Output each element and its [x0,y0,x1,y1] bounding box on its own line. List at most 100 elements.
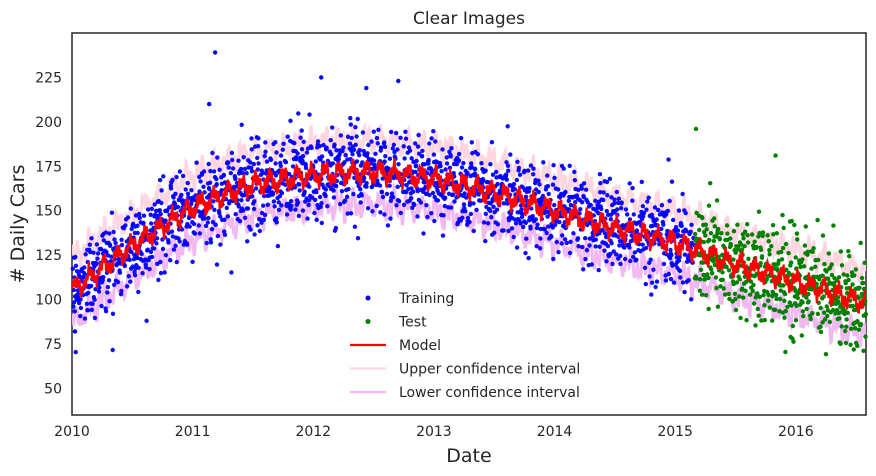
training-point [109,210,115,215]
training-point [73,349,78,355]
legend-item: Lower confidence interval [350,385,580,401]
training-point [469,164,474,169]
training-point [526,255,531,261]
training-point [452,199,457,204]
test-point [769,244,774,249]
test-point [733,250,738,255]
training-point [268,157,274,162]
training-point [596,211,601,216]
training-point [249,136,254,141]
training-point [599,206,604,212]
training-point [116,256,122,261]
model-line-layer [72,158,866,314]
training-point [351,191,356,197]
test-point [706,306,711,312]
test-point [715,304,721,309]
training-point [564,240,569,246]
training-point [289,203,294,209]
training-point [601,197,606,203]
training-point [546,224,551,229]
training-point [525,168,531,173]
training-point [276,207,282,213]
training-point [469,161,474,166]
test-point [779,257,785,262]
legend: Training Test Model Upper confidence interv… [350,291,580,401]
training-point [686,278,691,283]
training-point [425,214,430,220]
training-point [217,167,222,172]
training-point [615,200,621,205]
test-point [720,277,725,283]
training-point [99,303,104,309]
training-point [172,201,178,207]
training-point [276,200,281,205]
training-point [515,159,520,164]
training-point [401,202,407,207]
test-point [798,264,803,270]
training-point [481,220,487,225]
training-point [293,207,298,212]
training-point [409,156,414,161]
test-point [822,261,827,267]
training-point [643,281,648,287]
training-point [495,222,501,227]
test-point [857,285,862,290]
training-point [135,255,140,261]
training-point [533,217,538,222]
test-point [781,225,786,231]
training-point [357,148,362,153]
y-tick-label: 200 [35,115,62,131]
training-point [222,217,227,222]
test-point [802,243,808,248]
training-point [552,202,557,208]
training-point [313,159,318,164]
test-point [766,292,771,298]
test-point [858,240,863,246]
training-point [537,182,542,187]
training-point [170,177,175,183]
training-point [649,280,655,285]
training-point [511,234,516,240]
training-point [249,147,254,152]
training-point [458,135,464,141]
training-point [593,244,598,249]
training-point [283,160,289,165]
training-point [185,191,191,196]
training-point [618,261,623,267]
y-tick-label: 50 [44,381,62,397]
test-point [755,306,760,312]
training-point [72,329,78,334]
test-point [799,333,804,338]
training-point [249,169,255,174]
training-point [245,239,250,244]
training-point [535,222,540,227]
training-point [171,195,176,200]
training-point [678,275,683,280]
training-point [126,274,131,279]
training-point [679,223,684,229]
test-point [737,277,742,282]
training-point [73,263,79,268]
training-point [226,160,231,165]
training-point [83,252,88,257]
training-point [129,249,134,255]
test-point [701,239,706,245]
training-point [395,184,400,189]
training-point [583,187,589,192]
training-point [378,210,383,215]
test-point [733,307,739,313]
training-point [339,189,345,194]
training-point [319,75,324,80]
training-point [273,161,278,166]
training-point [295,200,301,205]
training-point [645,199,650,204]
test-point [843,280,848,286]
training-point [617,243,622,248]
training-point [614,207,620,212]
training-point [419,153,425,159]
training-point [95,256,100,261]
training-point [262,212,268,218]
training-point [361,148,366,154]
training-point [494,207,500,212]
training-point [463,209,468,214]
